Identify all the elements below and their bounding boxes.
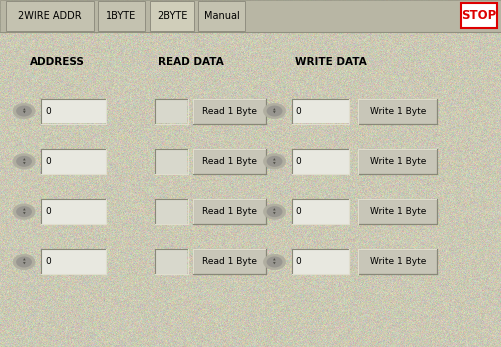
FancyBboxPatch shape	[193, 149, 266, 174]
Text: Manual: Manual	[204, 11, 239, 21]
Circle shape	[13, 254, 35, 270]
Text: 2WIRE ADDR: 2WIRE ADDR	[18, 11, 82, 21]
FancyBboxPatch shape	[358, 199, 437, 224]
Text: Write 1 Byte: Write 1 Byte	[370, 207, 426, 216]
FancyBboxPatch shape	[42, 99, 106, 123]
Text: ▼: ▼	[273, 161, 276, 165]
Text: Read 1 Byte: Read 1 Byte	[202, 257, 257, 266]
Circle shape	[13, 204, 35, 219]
Text: ▼: ▼	[23, 111, 26, 115]
FancyBboxPatch shape	[98, 1, 145, 31]
Text: ▲: ▲	[23, 107, 26, 111]
Text: ▲: ▲	[273, 258, 276, 262]
FancyBboxPatch shape	[42, 149, 106, 174]
Text: ▲: ▲	[23, 258, 26, 262]
Text: ▲: ▲	[273, 208, 276, 212]
Text: Write 1 Byte: Write 1 Byte	[370, 257, 426, 266]
Circle shape	[267, 156, 283, 167]
Text: ▲: ▲	[23, 208, 26, 212]
Text: 0: 0	[296, 157, 301, 166]
Circle shape	[267, 105, 283, 117]
Text: 0: 0	[45, 257, 51, 266]
Text: 0: 0	[296, 207, 301, 216]
FancyBboxPatch shape	[156, 250, 187, 274]
Circle shape	[264, 254, 286, 270]
FancyBboxPatch shape	[358, 149, 437, 174]
Text: 0: 0	[45, 157, 51, 166]
Text: STOP: STOP	[461, 9, 496, 23]
FancyBboxPatch shape	[6, 1, 94, 31]
Circle shape	[264, 103, 286, 119]
FancyBboxPatch shape	[193, 199, 266, 224]
Text: 0: 0	[296, 257, 301, 266]
Circle shape	[16, 105, 32, 117]
Bar	[0, 0, 501, 32]
Text: 0: 0	[296, 107, 301, 116]
Text: ▼: ▼	[273, 111, 276, 115]
Text: ▼: ▼	[23, 161, 26, 165]
Text: Read 1 Byte: Read 1 Byte	[202, 107, 257, 116]
Text: ▼: ▼	[23, 262, 26, 266]
Circle shape	[13, 103, 35, 119]
FancyBboxPatch shape	[198, 1, 245, 31]
Text: 0: 0	[45, 107, 51, 116]
Text: Write 1 Byte: Write 1 Byte	[370, 107, 426, 116]
FancyBboxPatch shape	[193, 99, 266, 124]
Circle shape	[264, 204, 286, 219]
FancyBboxPatch shape	[156, 200, 187, 224]
Circle shape	[16, 156, 32, 167]
FancyBboxPatch shape	[42, 250, 106, 274]
Text: 1BYTE: 1BYTE	[106, 11, 137, 21]
Text: Read 1 Byte: Read 1 Byte	[202, 157, 257, 166]
FancyBboxPatch shape	[156, 99, 187, 123]
Circle shape	[267, 206, 283, 217]
Text: ▲: ▲	[23, 158, 26, 161]
FancyBboxPatch shape	[292, 200, 349, 224]
FancyBboxPatch shape	[358, 99, 437, 124]
FancyBboxPatch shape	[193, 249, 266, 274]
Text: ▼: ▼	[273, 212, 276, 215]
FancyBboxPatch shape	[292, 250, 349, 274]
Text: 0: 0	[45, 207, 51, 216]
Text: Write 1 Byte: Write 1 Byte	[370, 157, 426, 166]
Circle shape	[13, 154, 35, 169]
Text: ▼: ▼	[273, 262, 276, 266]
Circle shape	[16, 256, 32, 268]
FancyBboxPatch shape	[358, 249, 437, 274]
Text: WRITE DATA: WRITE DATA	[295, 58, 367, 67]
Text: Read 1 Byte: Read 1 Byte	[202, 207, 257, 216]
FancyBboxPatch shape	[292, 99, 349, 123]
Text: ▲: ▲	[273, 158, 276, 161]
FancyBboxPatch shape	[156, 149, 187, 174]
FancyBboxPatch shape	[150, 1, 194, 31]
Text: ▼: ▼	[23, 212, 26, 215]
Circle shape	[264, 154, 286, 169]
Text: READ DATA: READ DATA	[157, 58, 223, 67]
FancyBboxPatch shape	[461, 3, 497, 28]
Text: 2BYTE: 2BYTE	[157, 11, 187, 21]
FancyBboxPatch shape	[42, 200, 106, 224]
Text: ▲: ▲	[273, 107, 276, 111]
FancyBboxPatch shape	[292, 149, 349, 174]
Circle shape	[267, 256, 283, 268]
Circle shape	[16, 206, 32, 217]
Text: ADDRESS: ADDRESS	[30, 58, 85, 67]
